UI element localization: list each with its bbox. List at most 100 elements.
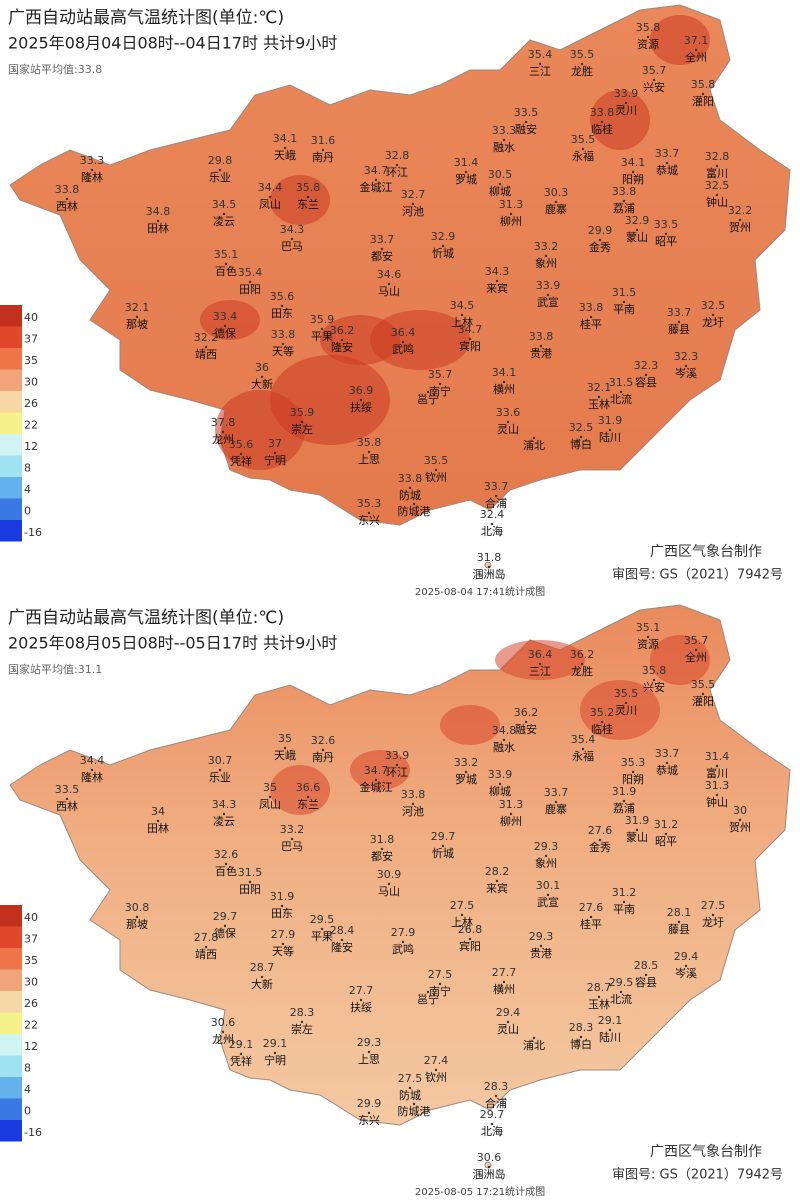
station-value: 34.6 — [377, 268, 402, 281]
station-value: 27.9 — [271, 928, 296, 941]
station-name: 灌阳 — [692, 95, 714, 108]
station-name: 南宁 — [429, 384, 451, 398]
station-value: 29.1 — [229, 1038, 254, 1051]
legend-swatch — [0, 991, 22, 1013]
station-name: 宾阳 — [459, 339, 481, 353]
region-shape — [9, 4, 791, 526]
hot-area — [650, 15, 710, 65]
station-dot — [438, 982, 442, 986]
station-value: 32.6 — [311, 734, 336, 747]
station-value: 29.1 — [263, 1037, 288, 1050]
station-name: 灵川 — [615, 104, 637, 117]
station-dot — [581, 147, 585, 151]
station-name: 田阳 — [239, 883, 261, 896]
legend-swatch — [0, 348, 22, 370]
station-dot — [260, 375, 264, 379]
station-name: 涠洲岛 — [473, 1167, 506, 1181]
legend-swatch — [0, 969, 22, 991]
station-name: 柳城 — [489, 184, 511, 198]
station-value: 32.2 — [194, 331, 219, 344]
station-dot — [652, 678, 656, 682]
station-dot — [544, 254, 548, 258]
station-value: 31.2 — [612, 886, 637, 899]
station-name: 田东 — [271, 307, 293, 320]
national-average: 国家站平均值:31.1 — [8, 662, 102, 676]
station-name: 横州 — [493, 382, 515, 396]
station-name: 武鸣 — [392, 342, 414, 356]
station-name: 全州 — [685, 50, 707, 64]
station-value: 33.7 — [370, 233, 395, 246]
station-value: 32.3 — [674, 350, 699, 363]
station-value: 35.8 — [296, 181, 321, 194]
station-dot — [221, 1030, 225, 1034]
station-name: 都安 — [371, 249, 393, 263]
station-name: 融安 — [515, 722, 537, 736]
station-value: 29.8 — [208, 154, 233, 167]
station-name: 容县 — [635, 975, 657, 989]
hot-area — [650, 635, 710, 685]
station-dot — [580, 62, 584, 66]
station-name: 忻城 — [432, 847, 454, 860]
station-dot — [498, 782, 502, 786]
station-dot — [498, 182, 502, 186]
station-dot — [619, 990, 623, 994]
station-dot — [426, 390, 430, 394]
station-value: 27.5 — [701, 899, 726, 912]
station-value: 33.2 — [280, 823, 305, 836]
station-value: 37 — [268, 437, 282, 450]
station-value: 32.9 — [431, 230, 456, 243]
legend-label: 22 — [24, 419, 38, 432]
station-name: 北流 — [610, 992, 632, 1006]
station-value: 32.2 — [728, 204, 753, 217]
station-value: 34.1 — [621, 156, 646, 169]
station-dot — [546, 293, 550, 297]
station-dot — [581, 747, 585, 751]
station-dot — [635, 828, 639, 832]
station-value: 27.7 — [492, 966, 517, 979]
legend-label: 0 — [24, 505, 31, 518]
station-value: 34.7 — [458, 323, 483, 336]
station-dot — [300, 420, 304, 424]
station-value: 35.3 — [357, 497, 382, 510]
station-dot — [283, 746, 287, 750]
station-value: 37.1 — [684, 34, 709, 47]
station-dot — [589, 915, 593, 919]
legend-swatch — [0, 905, 22, 927]
station-dot — [65, 797, 69, 801]
station-value: 33.7 — [655, 747, 680, 760]
station-name: 防城 — [399, 488, 421, 502]
producer: 广西区气象台制作 — [650, 1144, 762, 1160]
legend-label: 4 — [24, 1083, 31, 1096]
station-dot — [218, 168, 222, 172]
station-name: 田林 — [147, 821, 169, 835]
station-dot — [438, 382, 442, 386]
station-value: 35.3 — [621, 756, 646, 769]
station-name: 罗城 — [455, 773, 477, 786]
station-name: 马山 — [378, 885, 400, 898]
legend-label: 37 — [24, 333, 38, 346]
station-dot — [711, 313, 715, 317]
station-name: 兴安 — [643, 80, 665, 94]
station-dot — [502, 738, 506, 742]
station-name: 环江 — [386, 766, 408, 779]
hot-area — [350, 750, 410, 790]
station-dot — [359, 398, 363, 402]
station-name: 靖西 — [195, 348, 217, 361]
station-value: 29.9 — [357, 1097, 382, 1110]
station-name: 岑溪 — [675, 367, 697, 380]
station-value: 35.4 — [528, 48, 553, 61]
station-dot — [273, 451, 277, 455]
station-value: 34.7 — [364, 164, 389, 177]
station-dot — [619, 390, 623, 394]
station-dot — [665, 761, 669, 765]
station-name: 钟山 — [706, 195, 728, 209]
station-name: 巴马 — [281, 840, 303, 853]
hot-area — [370, 310, 470, 370]
legend-swatch — [0, 1034, 22, 1056]
station-name: 灵山 — [497, 423, 519, 436]
station-dot — [509, 212, 513, 216]
station-value: 34.8 — [492, 724, 517, 737]
station-dot — [222, 812, 226, 816]
station-value: 36.2 — [514, 706, 539, 719]
station-name: 钟山 — [706, 795, 728, 809]
